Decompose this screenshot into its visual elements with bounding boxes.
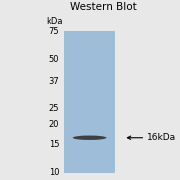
Text: 10: 10 [49,168,59,177]
Text: 75: 75 [49,27,59,36]
Ellipse shape [73,136,107,140]
Text: 37: 37 [48,76,59,86]
Bar [64,31,115,173]
Text: Western Blot: Western Blot [70,2,136,12]
Text: kDa: kDa [46,17,62,26]
Text: 50: 50 [49,55,59,64]
Text: 25: 25 [49,104,59,113]
Text: 15: 15 [49,140,59,149]
Text: 16kDa: 16kDa [147,133,176,142]
Text: 20: 20 [49,120,59,129]
